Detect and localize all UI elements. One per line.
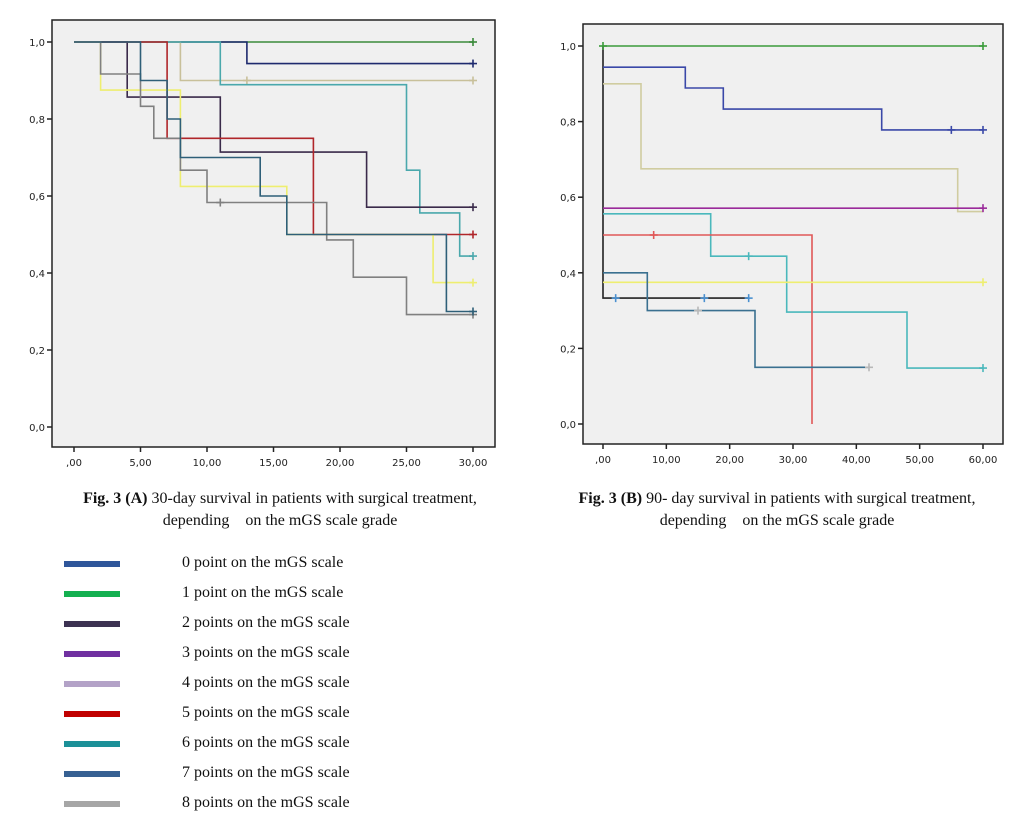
- censor-mark: [469, 278, 477, 287]
- censor-mark: [469, 59, 477, 68]
- x-tick-label: 10,00: [193, 458, 222, 469]
- caption-a-line2: depending on the mGS scale grade: [162, 512, 398, 529]
- survival-curve-6-points: [603, 213, 983, 369]
- caption-b-line2: depending on the mGS scale grade: [659, 512, 895, 529]
- curves-a: [74, 38, 477, 319]
- legend-label: 3 points on the mGS scale: [182, 644, 350, 661]
- y-tick-label: 0,8: [29, 115, 45, 126]
- legend-swatch: [64, 771, 120, 777]
- x-tick-label: 20,00: [326, 458, 355, 469]
- survival-curve-7-points: [74, 41, 473, 313]
- plot-background: [51, 19, 496, 448]
- censor-mark: [694, 306, 702, 315]
- y-tick-label: 0,4: [560, 269, 576, 280]
- censor-mark: [744, 252, 753, 261]
- censor-mark: [469, 230, 477, 239]
- legend-label: 0 point on the mGS scale: [182, 554, 344, 571]
- caption-b-text: 90- day survival in patients with surgic…: [642, 490, 976, 507]
- censor-mark: [979, 125, 987, 134]
- censor-mark: [599, 42, 607, 50]
- y-tick-label: 0,6: [29, 192, 45, 203]
- legend-swatch: [64, 561, 120, 567]
- curves-b: [599, 42, 987, 424]
- y-tick-label: 0,4: [29, 269, 45, 280]
- caption-b-bold: Fig. 3 (B): [578, 490, 643, 507]
- legend-label: 5 points on the mGS scale: [182, 704, 350, 721]
- x-tick-label: 30,00: [779, 455, 808, 466]
- caption-a-text: 30-day survival in patients with surgica…: [147, 490, 477, 507]
- legend-swatch: [64, 741, 120, 747]
- x-tick-label: 60,00: [969, 455, 998, 466]
- censor-mark: [744, 294, 753, 303]
- y-tick-label: 0,8: [560, 118, 576, 129]
- caption-fig-3b: Fig. 3 (B) 90- day survival in patients …: [532, 488, 1022, 532]
- axes-a: 0,0 0,2 0,4 0,6 0,8 1,0 ,00 5,00 10,00 15,00 20,00…: [29, 38, 487, 469]
- censor-mark: [469, 252, 477, 261]
- censor-mark: [979, 204, 987, 213]
- caption-a-line1: Fig. 3 (A) 30-day survival in patients w…: [20, 488, 540, 510]
- x-tick-label: 30,00: [459, 458, 488, 469]
- y-tick-label: 0,2: [29, 346, 45, 357]
- legend-label: 6 points on the mGS scale: [182, 734, 350, 751]
- censor-mark: [979, 42, 987, 50]
- x-tick-label: 15,00: [259, 458, 288, 469]
- survival-curve-5-points: [603, 234, 813, 424]
- legend-label: 7 points on the mGS scale: [182, 764, 350, 781]
- censor-mark: [469, 203, 477, 212]
- censor-mark: [865, 363, 873, 372]
- legend-label: 4 points on the mGS scale: [182, 674, 350, 691]
- legend-swatch: [64, 681, 120, 687]
- x-tick-label: ,00: [66, 458, 82, 469]
- censor-mark: [979, 364, 987, 373]
- y-tick-label: 0,6: [560, 193, 576, 204]
- legend-swatch: [64, 651, 120, 657]
- caption-fig-3a: Fig. 3 (A) 30-day survival in patients w…: [20, 488, 540, 532]
- censor-mark: [469, 38, 477, 46]
- censor-mark: [979, 278, 987, 287]
- survival-chart-30-day: 0,0 0,2 0,4 0,6 0,8 1,0 ,00 5,00 10,00 15,00 20,00…: [29, 19, 496, 469]
- survival-curve-0-point: [603, 66, 983, 131]
- censor-mark: [649, 231, 658, 239]
- x-tick-label: 40,00: [842, 455, 871, 466]
- censor-mark: [216, 198, 225, 207]
- censor-mark: [469, 76, 477, 85]
- y-tick-label: 0,2: [560, 344, 576, 355]
- x-tick-label: 20,00: [715, 455, 744, 466]
- censor-mark: [469, 307, 477, 316]
- caption-b-line1: Fig. 3 (B) 90- day survival in patients …: [532, 488, 1022, 510]
- survival-curve-2-points: [74, 41, 473, 208]
- legend-label: 2 points on the mGS scale: [182, 614, 350, 631]
- x-tick-label: 10,00: [652, 455, 681, 466]
- survival-curve-4-points: [603, 83, 983, 213]
- survival-curve-8-points: [74, 41, 473, 316]
- censor-mark: [242, 76, 251, 85]
- caption-a-bold: Fig. 3 (A): [83, 490, 148, 507]
- survival-chart-90-day: 0,0 0,2 0,4 0,6 0,8 1,0 ,00 10,00 20,00 30,00 40,0…: [560, 23, 1004, 466]
- x-tick-label: ,00: [595, 455, 611, 466]
- y-tick-label: 0,0: [29, 423, 45, 434]
- axes-b: 0,0 0,2 0,4 0,6 0,8 1,0 ,00 10,00 20,00 30,00 40,0…: [560, 42, 997, 466]
- legend-label: 8 points on the mGS scale: [182, 794, 350, 811]
- y-tick-label: 1,0: [560, 42, 576, 53]
- legend-label: 1 point on the mGS scale: [182, 584, 344, 601]
- legend-swatch: [64, 591, 120, 597]
- plot-background: [582, 23, 1004, 445]
- censor-mark: [947, 125, 956, 134]
- censor-mark: [700, 294, 709, 303]
- legend-swatch: [64, 621, 120, 627]
- y-tick-label: 0,0: [560, 420, 576, 431]
- legend-swatch: [64, 711, 120, 717]
- y-tick-label: 1,0: [29, 38, 45, 49]
- x-tick-label: 25,00: [392, 458, 421, 469]
- x-tick-label: 50,00: [905, 455, 934, 466]
- survival-curve-black: [602, 46, 749, 299]
- x-tick-label: 5,00: [129, 458, 151, 469]
- censor-mark: [611, 294, 620, 303]
- legend-swatch: [64, 801, 120, 807]
